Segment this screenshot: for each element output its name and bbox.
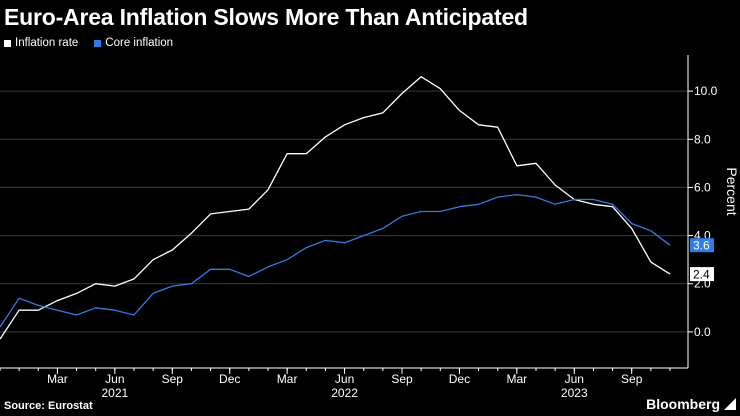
- legend-label-inflation-rate: Inflation rate: [15, 37, 79, 49]
- chart-title: Euro-Area Inflation Slows More Than Anti…: [4, 4, 528, 30]
- series-lines: [0, 76, 671, 340]
- x-tick-label: Dec: [219, 372, 240, 386]
- x-tick-label: Jun: [565, 372, 584, 386]
- end-labels: 2.4 3.6: [690, 238, 714, 282]
- series-line-inflation-rate: [0, 76, 671, 340]
- grid-lines: [0, 90, 688, 333]
- brand-triangle-icon: [724, 398, 736, 410]
- x-year-label: 2023: [561, 386, 588, 400]
- legend-item-core-inflation: Core inflation: [94, 37, 173, 49]
- y-tick-label: 10.0: [694, 84, 718, 98]
- x-tick-label: Sep: [162, 372, 184, 386]
- end-label-inflation-rate: 2.4: [693, 268, 710, 282]
- source-note: Source: Eurostat: [4, 400, 93, 412]
- y-axis-title: Percent: [724, 167, 740, 215]
- y-tick-label: 8.0: [694, 132, 711, 146]
- x-year-label: 2021: [102, 386, 129, 400]
- end-label-core-inflation: 3.6: [693, 239, 710, 253]
- x-year-label: 2022: [331, 386, 358, 400]
- end-label-box-inflation-rate: [690, 267, 714, 282]
- x-tick-label: Mar: [507, 372, 528, 386]
- x-tick-label: Mar: [47, 372, 68, 386]
- end-label-box-core-inflation: [690, 238, 714, 253]
- x-tick-label: Jun: [335, 372, 354, 386]
- x-tick-label: Jun: [105, 372, 124, 386]
- x-tick-label: Dec: [449, 372, 470, 386]
- x-tick-label: Mar: [277, 372, 298, 386]
- legend-swatch-core-inflation: [94, 39, 102, 47]
- y-tick-label: 6.0: [694, 180, 711, 194]
- legend-swatch-inflation-rate: [4, 39, 11, 47]
- legend-label-core-inflation: Core inflation: [105, 37, 174, 49]
- x-tick-label: Sep: [391, 372, 413, 386]
- series-line-core-inflation: [0, 193, 671, 328]
- brand: Bloomberg: [646, 396, 736, 412]
- legend-item-inflation-rate: Inflation rate: [4, 37, 78, 49]
- x-tick-label: Sep: [621, 372, 643, 386]
- legend: Inflation rate Core inflation: [4, 37, 173, 49]
- y-tick-label: 0.0: [694, 325, 711, 339]
- brand-name: Bloomberg: [646, 396, 720, 412]
